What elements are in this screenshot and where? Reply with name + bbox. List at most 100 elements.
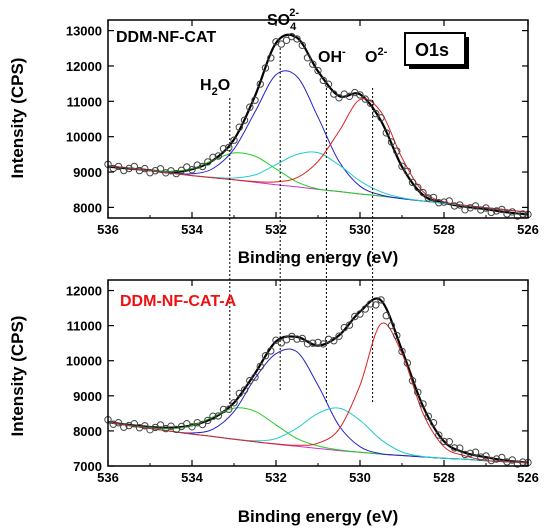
x-tick-label: 526 bbox=[517, 470, 539, 485]
measured-point bbox=[324, 335, 333, 343]
measured-point bbox=[167, 422, 175, 430]
measured-point bbox=[435, 199, 443, 207]
measured-point bbox=[477, 206, 485, 214]
measured-point bbox=[204, 416, 212, 425]
peak-label-h2o: H2O bbox=[200, 77, 230, 98]
measured-point bbox=[135, 424, 144, 432]
measured-point bbox=[256, 362, 264, 371]
measured-point bbox=[356, 91, 364, 99]
top-x-axis-title: Binding energy (eV) bbox=[238, 248, 399, 267]
measured-point bbox=[450, 444, 459, 452]
measured-point bbox=[330, 90, 338, 98]
measured-point bbox=[377, 296, 385, 304]
measured-point bbox=[188, 166, 196, 174]
measured-point bbox=[261, 352, 270, 360]
measured-point bbox=[277, 339, 285, 347]
measured-point bbox=[309, 60, 317, 68]
x-tick-label: 534 bbox=[181, 470, 203, 485]
measured-point bbox=[356, 310, 364, 318]
measured-point bbox=[345, 92, 354, 101]
measured-point bbox=[456, 444, 464, 452]
measured-point bbox=[209, 153, 217, 162]
measured-point bbox=[114, 419, 123, 427]
measured-point bbox=[435, 431, 443, 439]
measured-point bbox=[324, 80, 333, 88]
measured-point bbox=[198, 420, 207, 429]
bottom-axis-ticks: 536 534 532 530 528 526 7000 8000 9000 10000 11000… bbox=[66, 280, 539, 485]
measured-point bbox=[519, 210, 527, 218]
component-peak-4 bbox=[107, 348, 529, 463]
measured-point bbox=[240, 386, 249, 394]
measured-point bbox=[240, 116, 249, 124]
measured-point bbox=[487, 456, 495, 465]
measured-point bbox=[419, 400, 427, 408]
measured-point bbox=[398, 347, 406, 356]
measured-point bbox=[361, 95, 369, 103]
measured-point bbox=[141, 164, 149, 173]
bottom-measured-points bbox=[104, 296, 532, 468]
measured-point bbox=[477, 453, 485, 461]
y-tick-label: 9000 bbox=[73, 165, 102, 180]
measured-point bbox=[361, 305, 369, 313]
measured-point bbox=[319, 76, 327, 85]
fit-envelope-line bbox=[107, 297, 529, 464]
measured-point bbox=[198, 162, 207, 171]
measured-point bbox=[419, 188, 427, 197]
measured-point bbox=[492, 455, 501, 463]
measured-point bbox=[424, 194, 432, 202]
measured-point bbox=[256, 80, 264, 88]
measured-point bbox=[372, 301, 380, 309]
measured-point bbox=[403, 359, 411, 367]
measured-point bbox=[429, 419, 438, 427]
measured-point bbox=[456, 201, 464, 209]
measured-point bbox=[204, 158, 212, 166]
o1s-badge-shadow bbox=[465, 37, 469, 69]
top-panel: 536 534 532 530 528 526 8000 9000 10000 11000 1200… bbox=[8, 7, 539, 404]
measured-point bbox=[162, 169, 170, 177]
top-axis-ticks: 536 534 532 530 528 526 8000 9000 10000 11000 1200… bbox=[66, 20, 539, 237]
peak-label-o2: O2- bbox=[365, 46, 388, 66]
component-peak-4 bbox=[107, 70, 529, 213]
measured-point bbox=[366, 300, 375, 308]
measured-point bbox=[403, 167, 411, 176]
x-tick-label: 534 bbox=[181, 222, 203, 237]
measured-point bbox=[408, 178, 417, 187]
measured-point bbox=[503, 458, 511, 466]
measured-point bbox=[293, 35, 301, 43]
measured-point bbox=[513, 460, 522, 468]
component-peak-6 bbox=[107, 322, 529, 463]
y-tick-label: 10000 bbox=[66, 354, 102, 369]
measured-point bbox=[319, 340, 327, 348]
y-tick-label: 7000 bbox=[73, 459, 102, 474]
x-tick-label: 528 bbox=[433, 470, 455, 485]
measured-point bbox=[429, 193, 438, 202]
measured-point bbox=[225, 143, 233, 152]
measured-point bbox=[303, 340, 312, 348]
y-tick-label: 11000 bbox=[67, 94, 102, 109]
measured-point bbox=[450, 202, 459, 210]
measured-point bbox=[172, 169, 181, 178]
bottom-x-axis-title: Binding energy (eV) bbox=[238, 507, 399, 526]
measured-point bbox=[382, 312, 390, 320]
measured-point bbox=[282, 36, 291, 44]
measured-point bbox=[330, 337, 338, 345]
x-tick-label: 536 bbox=[97, 470, 119, 485]
measured-point bbox=[508, 208, 516, 216]
measured-point bbox=[230, 399, 238, 407]
measured-point bbox=[109, 420, 118, 428]
measured-point bbox=[314, 66, 322, 75]
peak-label-so4: SO42- bbox=[267, 7, 299, 33]
measured-point bbox=[440, 198, 448, 206]
measured-point bbox=[445, 197, 453, 205]
x-tick-label: 532 bbox=[265, 222, 287, 237]
peak-label-oh: OH- bbox=[318, 46, 346, 66]
measured-point bbox=[130, 420, 139, 428]
measured-point bbox=[298, 334, 306, 343]
measured-point bbox=[440, 437, 448, 446]
measured-point bbox=[466, 449, 474, 457]
measured-point bbox=[487, 208, 495, 217]
measured-point bbox=[235, 123, 244, 131]
measured-point bbox=[277, 40, 285, 48]
measured-point bbox=[482, 204, 490, 212]
measured-point bbox=[498, 453, 506, 462]
